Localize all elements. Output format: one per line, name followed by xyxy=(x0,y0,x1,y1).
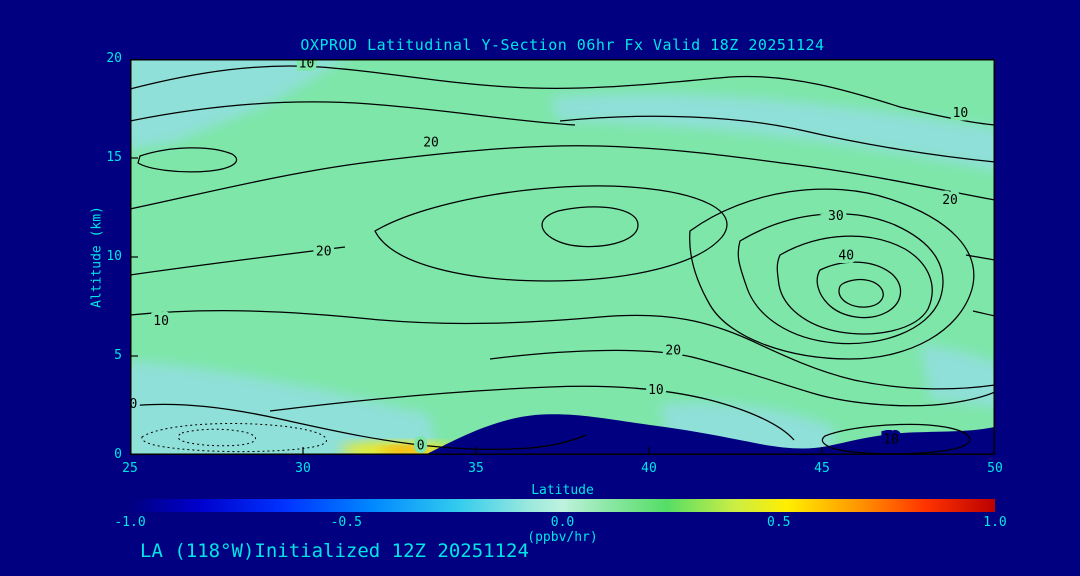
plot-area: 10 10 20 20 30 40 20 10 20 10 0 0 10 xyxy=(129,58,996,456)
contour-line xyxy=(689,188,975,360)
contour-line xyxy=(269,385,795,441)
contour-plot-svg: 10 10 20 20 30 40 20 10 20 10 0 0 10 xyxy=(129,58,996,456)
terrain-silhouette xyxy=(425,414,995,455)
colorbar-tick-label: -1.0 xyxy=(114,515,146,530)
contour-line xyxy=(821,423,971,455)
contour-label: 20 xyxy=(316,245,332,260)
contour-line-dashed xyxy=(141,423,327,453)
contour-line xyxy=(776,235,933,335)
y-tick-label: 20 xyxy=(106,51,122,66)
contour-label: 20 xyxy=(423,136,439,151)
contour-line xyxy=(130,403,587,451)
x-tick-label: 30 xyxy=(295,461,311,476)
hotspot-orange xyxy=(380,447,432,455)
contour-line xyxy=(965,254,995,261)
contour-label: 10 xyxy=(299,59,315,71)
contour-line xyxy=(130,145,995,210)
cyan-patch xyxy=(920,344,995,408)
init-caption: LA (118°W)Initialized 12Z 20251124 xyxy=(140,540,529,562)
x-tick-label: 40 xyxy=(641,461,657,476)
y-tick-label: 5 xyxy=(114,348,122,363)
contour-line xyxy=(816,261,901,319)
contour-line xyxy=(541,206,639,248)
plot-layers: 10 10 20 20 30 40 20 10 20 10 0 0 10 xyxy=(130,59,995,455)
contour-label: 20 xyxy=(665,344,681,359)
x-axis-title: Latitude xyxy=(531,483,594,498)
colorbar-unit-label: (ppbv/hr) xyxy=(527,530,598,545)
y-tick-label: 15 xyxy=(106,150,122,165)
contour-label: 40 xyxy=(838,249,854,264)
contour-line xyxy=(489,349,995,407)
x-tick-label: 25 xyxy=(122,461,138,476)
y-tick-label: 0 xyxy=(114,447,122,462)
contour-line xyxy=(559,115,995,163)
contour-line xyxy=(130,65,995,126)
contour-label: 10 xyxy=(953,106,969,121)
contour-label: 30 xyxy=(828,209,844,224)
contour-line xyxy=(137,147,238,173)
contour-line xyxy=(130,246,346,276)
contour-line xyxy=(374,185,728,282)
axis-frame xyxy=(130,59,995,455)
chart-title: OXPROD Latitudinal Y-Section 06hr Fx Val… xyxy=(300,36,825,54)
colorbar-tick-label: 0.5 xyxy=(767,515,791,530)
colorbar-gradient xyxy=(130,499,995,512)
x-tick-label: 45 xyxy=(814,461,830,476)
colorbar-tick-label: -0.5 xyxy=(330,515,362,530)
contour-label: 0 xyxy=(417,439,425,454)
contour-label: 10 xyxy=(648,383,664,398)
cyan-patch xyxy=(130,59,347,150)
contour-line xyxy=(737,213,944,345)
cyan-patch xyxy=(130,360,438,455)
x-tick-label: 50 xyxy=(987,461,1003,476)
y-tick-label: 10 xyxy=(106,249,122,264)
x-tick-label: 35 xyxy=(468,461,484,476)
contour-line xyxy=(130,101,576,126)
contour-line xyxy=(838,278,884,308)
contour-line xyxy=(130,310,995,390)
colorbar-tick-label: 1.0 xyxy=(983,515,1007,530)
contour-label: 0 xyxy=(130,397,137,412)
colorbar-tick-label: 0.0 xyxy=(550,515,575,530)
contour-label: 10 xyxy=(883,433,899,448)
cyan-patch xyxy=(550,93,995,171)
contour-label: 20 xyxy=(942,193,958,208)
contour-label: 10 xyxy=(153,314,169,329)
